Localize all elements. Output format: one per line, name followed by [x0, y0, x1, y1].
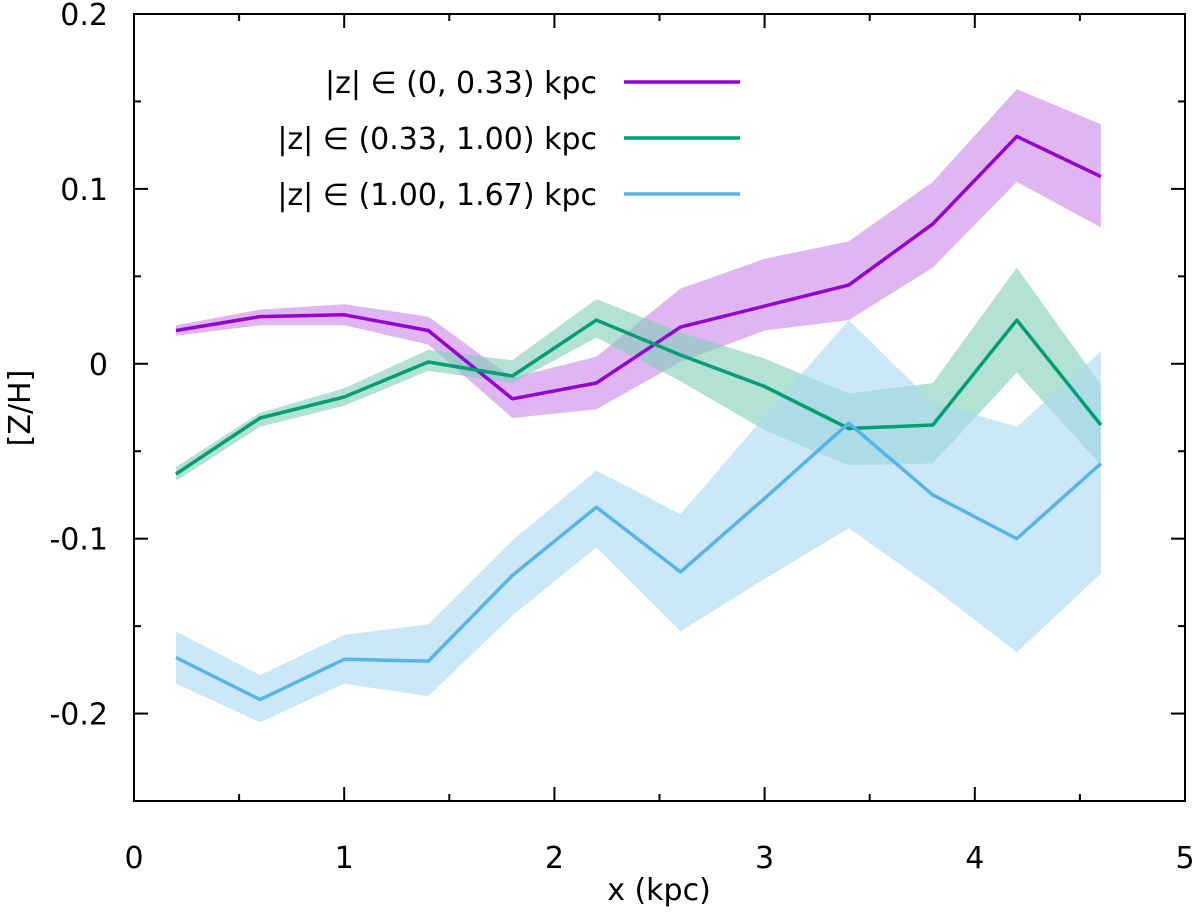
y-tick-labels: -0.2 -0.1 0 0.1 0.2 [49, 0, 108, 733]
error-band-series-1 [176, 89, 1101, 418]
x-axis-title: x (kpc) [607, 873, 711, 908]
line-series-2 [175, 318, 1103, 476]
legend: |z| ∈ (0, 0.33) kpc |z| ∈ (0.33, 1.00) kp… [277, 66, 740, 213]
y-tick-label: -0.1 [49, 523, 108, 558]
y-tick-label: 0.2 [60, 0, 108, 33]
legend-label-series-3: |z| ∈ (1.00, 1.67) kpc [277, 178, 597, 213]
line-series-3 [175, 421, 1103, 702]
error-band-series-3 [176, 320, 1101, 723]
y-axis-title: [Z/H] [3, 370, 38, 447]
y-tick-label: 0 [89, 348, 108, 383]
series-lines [175, 134, 1103, 702]
legend-label-series-1: |z| ∈ (0, 0.33) kpc [325, 66, 597, 101]
legend-label-series-2: |z| ∈ (0.33, 1.00) kpc [277, 122, 597, 157]
y-tick-label: -0.2 [49, 698, 108, 733]
x-tick-label: 5 [1175, 841, 1194, 876]
x-tick-labels: 0 1 2 3 4 5 [124, 841, 1194, 876]
axis-ticks [133, 13, 1186, 802]
y-tick-label: 0.1 [60, 173, 108, 208]
x-tick-label: 1 [335, 841, 354, 876]
line-series-1 [175, 134, 1102, 401]
x-tick-label: 2 [545, 841, 564, 876]
x-tick-label: 3 [755, 841, 774, 876]
x-tick-label: 4 [965, 841, 984, 876]
x-tick-label: 0 [124, 841, 143, 876]
